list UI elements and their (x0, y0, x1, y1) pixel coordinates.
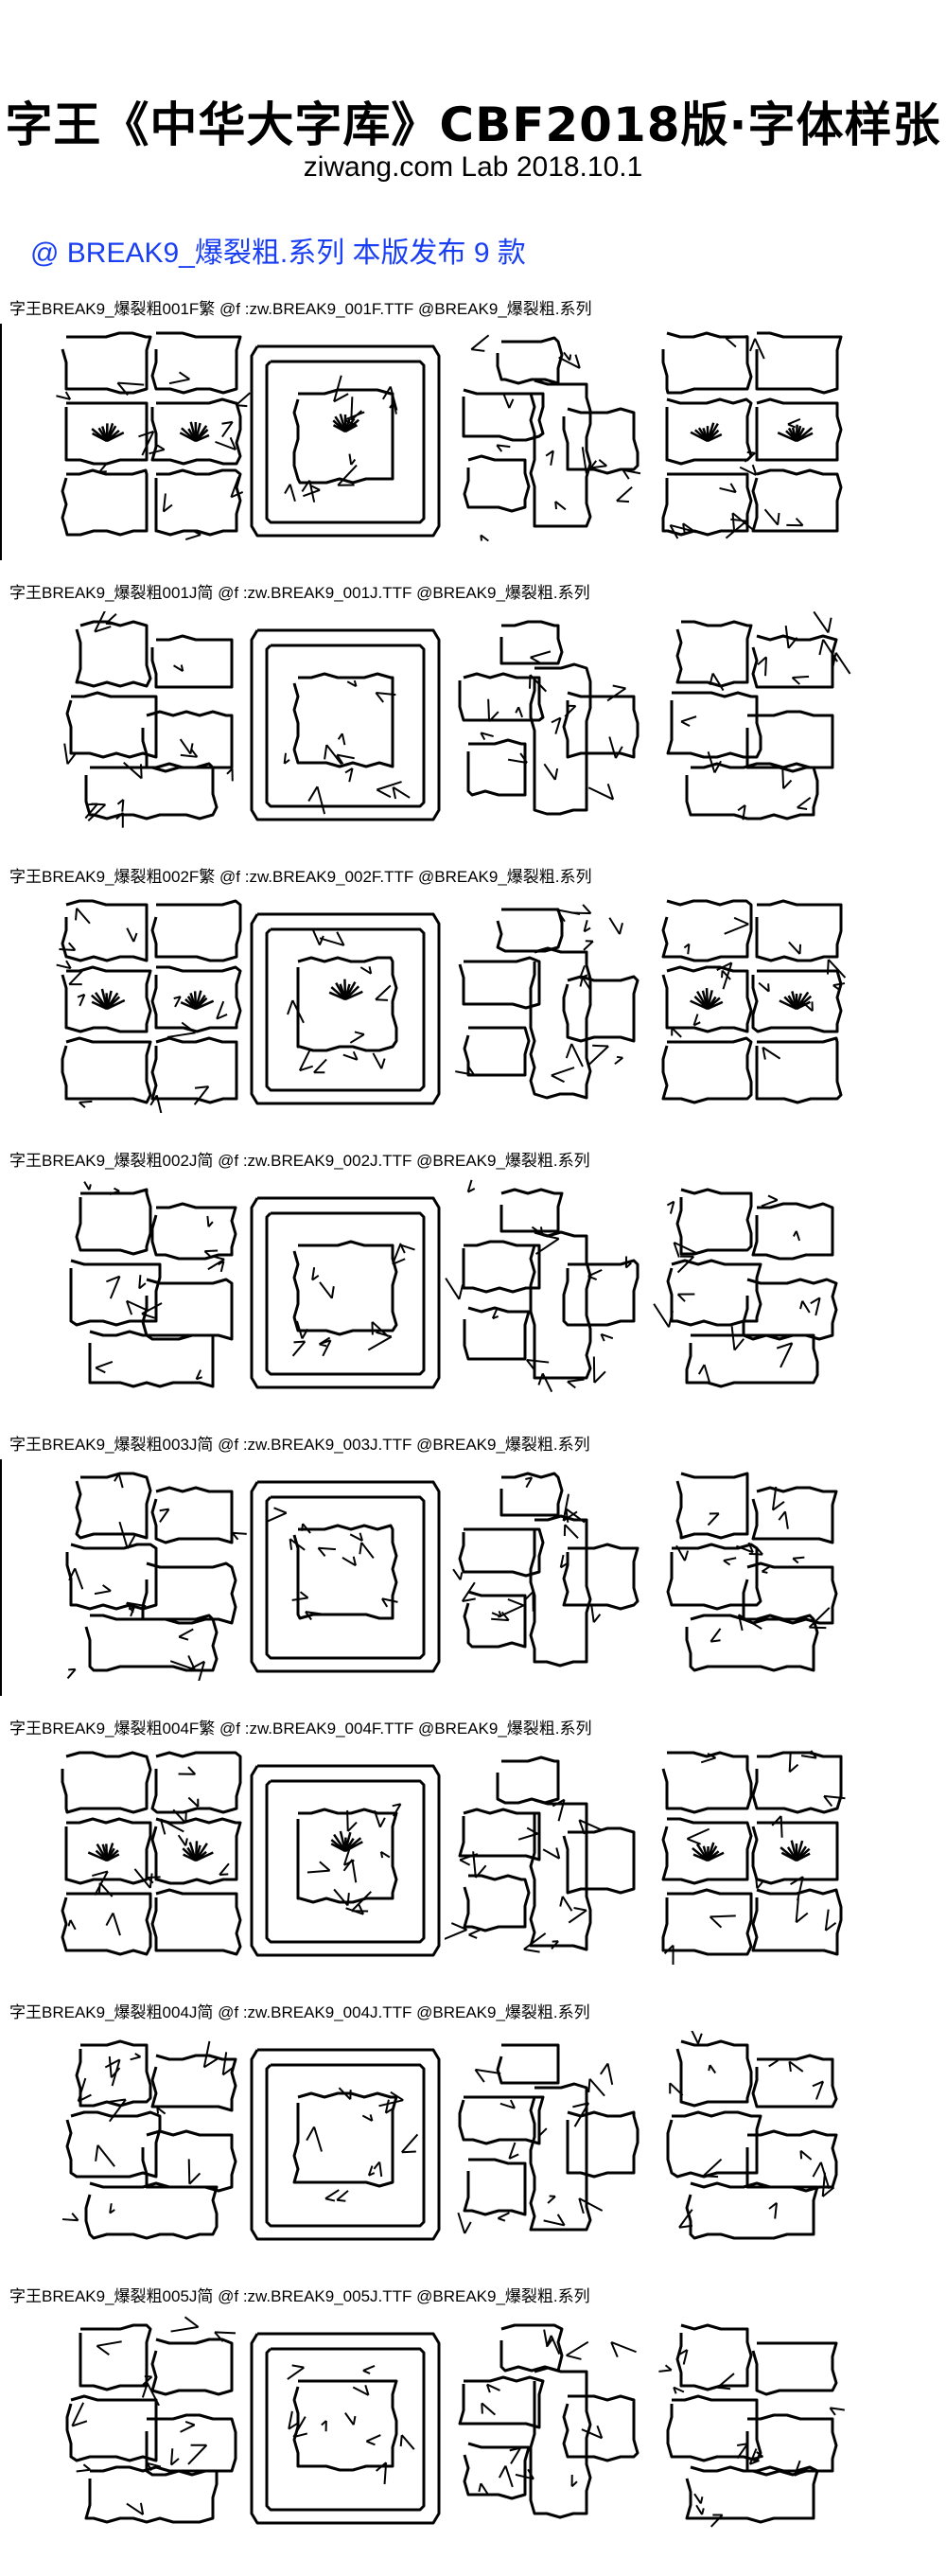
font-sample-caption: 字王BREAK9_爆裂粗004J简 @f :zw.BREAK9_004J.TTF… (9, 2003, 590, 2021)
sample-glyph (653, 1179, 851, 1397)
page-subtitle: ziwang.com Lab 2018.10.1 (303, 151, 643, 183)
font-sample-block: 字王BREAK9_爆裂粗002J简 @f :zw.BREAK9_002J.TTF… (0, 1147, 946, 1440)
margin-rule (0, 1459, 2, 1696)
sample-glyph (52, 606, 251, 829)
glyph-drawing (666, 2026, 838, 2240)
sample-glyph (52, 327, 251, 545)
glyph-drawing (56, 899, 242, 1115)
font-sample-caption: 字王BREAK9_爆裂粗001J简 @f :zw.BREAK9_001J.TTF… (9, 584, 590, 602)
glyph-drawing (653, 1188, 838, 1388)
sample-glyph (246, 327, 445, 545)
glyph-drawing (69, 1181, 237, 1388)
font-sample-block: 字王BREAK9_爆裂粗001F繁 @f :zw.BREAK9_001F.TTF… (0, 295, 946, 589)
sample-glyph (246, 611, 445, 829)
sample-glyph (52, 2031, 251, 2249)
glyph-drawing (452, 1472, 639, 1667)
font-sample-block: 字王BREAK9_爆裂粗002F繁 @f :zw.BREAK9_002F.TTF… (0, 863, 946, 1156)
glyph-drawing (250, 2332, 441, 2525)
glyph-drawing (56, 331, 251, 540)
margin-rule (0, 324, 2, 560)
glyph-drawing (61, 2039, 237, 2240)
sample-glyph (246, 1179, 445, 1397)
glyph-drawing (458, 2323, 639, 2519)
glyph-drawing (457, 2043, 639, 2234)
font-sample-block: 字王BREAK9_爆裂粗003J简 @f :zw.BREAK9_003J.TTF… (0, 1431, 946, 1724)
sample-glyph (52, 1179, 251, 1397)
glyph-drawing (250, 2048, 441, 2241)
glyph-drawing (250, 344, 441, 538)
sample-glyph (653, 327, 851, 545)
glyph-drawing (661, 331, 843, 539)
sample-glyph (653, 610, 851, 829)
font-sample-block: 字王BREAK9_爆裂粗001J简 @f :zw.BREAK9_001J.TTF… (0, 579, 946, 873)
glyph-drawing (250, 1196, 441, 1389)
sample-glyph (445, 327, 643, 545)
glyph-drawing (455, 904, 639, 1100)
sample-glyph (445, 2031, 643, 2249)
glyph-drawing (63, 606, 234, 828)
sample-glyph (653, 1463, 851, 1681)
sample-glyph (445, 895, 643, 1113)
font-sample-caption: 字王BREAK9_爆裂粗002J简 @f :zw.BREAK9_002J.TTF… (9, 1152, 590, 1170)
sample-glyph (246, 2315, 445, 2532)
sample-glyph (52, 2315, 251, 2532)
sample-glyph (52, 895, 251, 1115)
sample-glyph (653, 895, 851, 1113)
glyph-drawing (250, 628, 441, 821)
font-sample-block: 字王BREAK9_爆裂粗004J简 @f :zw.BREAK9_004J.TTF… (0, 1999, 946, 2292)
sample-glyph (653, 1747, 851, 1966)
font-sample-block: 字王BREAK9_爆裂粗005J简 @f :zw.BREAK9_005J.TTF… (0, 2283, 946, 2576)
series-heading: @ BREAK9_爆裂粗.系列 本版发布 9 款 (30, 238, 526, 269)
page-title: 字王《中华大字库》CBF2018版·字体样张 (5, 97, 941, 152)
glyph-drawing (441, 1756, 636, 1953)
glyph-drawing (666, 610, 851, 820)
sample-glyph (445, 2315, 643, 2532)
font-sample-caption: 字王BREAK9_爆裂粗002F繁 @f :zw.BREAK9_002F.TTF… (9, 868, 592, 886)
glyph-drawing (250, 1764, 441, 1957)
sample-glyph (441, 1747, 643, 1965)
sample-glyph (445, 611, 643, 829)
sample-glyph (246, 895, 445, 1113)
sample-glyph (246, 1747, 445, 1965)
glyph-drawing (65, 2316, 237, 2524)
font-sample-block: 字王BREAK9_爆裂粗004F繁 @f :zw.BREAK9_004F.TTF… (0, 1715, 946, 2008)
font-sample-caption: 字王BREAK9_爆裂粗005J简 @f :zw.BREAK9_005J.TTF… (9, 2287, 590, 2305)
glyph-drawing (250, 1480, 441, 1673)
glyph-drawing (666, 1472, 838, 1672)
sample-glyph (445, 1463, 643, 1681)
font-sample-caption: 字王BREAK9_爆裂粗003J简 @f :zw.BREAK9_003J.TTF… (9, 1436, 590, 1454)
sample-glyph (445, 1179, 643, 1397)
sample-glyph (52, 1747, 251, 1965)
sample-glyph (246, 1463, 445, 1681)
sample-glyph (653, 2315, 851, 2532)
font-sample-caption: 字王BREAK9_爆裂粗004F繁 @f :zw.BREAK9_004F.TTF… (9, 1720, 592, 1738)
glyph-drawing (661, 899, 847, 1104)
glyph-drawing (661, 1750, 846, 1966)
glyph-drawing (458, 620, 639, 816)
sample-glyph (246, 2031, 445, 2249)
glyph-drawing (462, 334, 641, 542)
glyph-drawing (658, 2323, 845, 2528)
font-sample-caption: 字王BREAK9_爆裂粗001F繁 @f :zw.BREAK9_001F.TTF… (9, 300, 592, 318)
glyph-drawing (61, 1751, 242, 1956)
glyph-drawing (445, 1179, 639, 1393)
glyph-drawing (250, 912, 441, 1105)
glyph-drawing (65, 1472, 247, 1685)
sample-glyph (52, 1463, 251, 1685)
sample-glyph (653, 2026, 851, 2249)
